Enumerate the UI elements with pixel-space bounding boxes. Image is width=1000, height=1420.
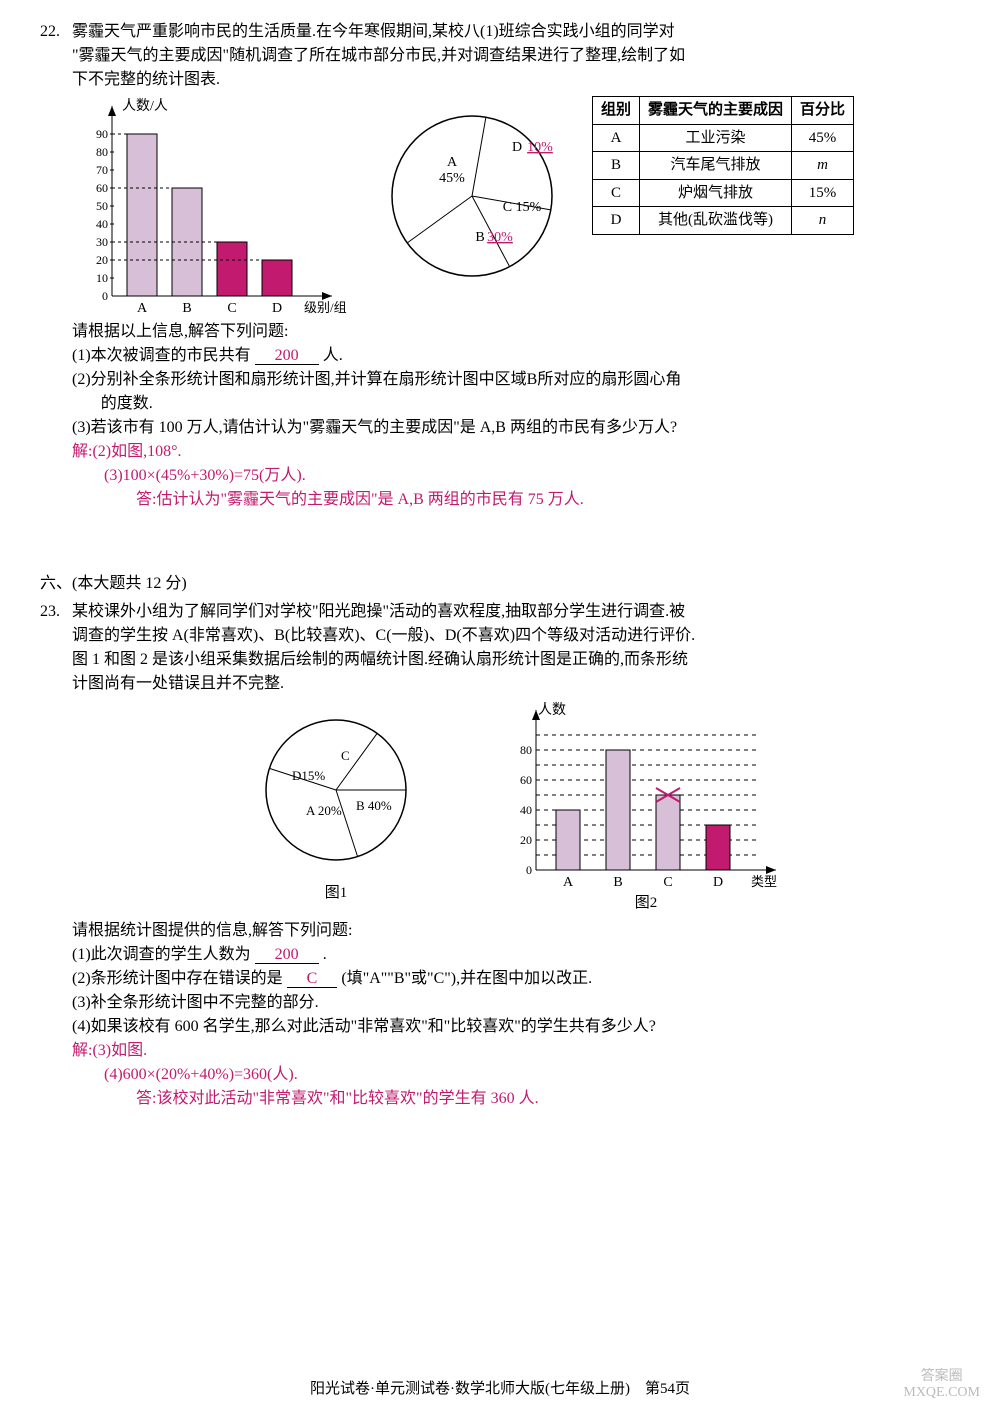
page-footer: 阳光试卷·单元测试卷·数学北师大版(七年级上册) 第54页 — [40, 1378, 960, 1401]
q22-line1: 雾霾天气严重影响市民的生活质量.在今年寒假期间,某校八(1)班综合实践小组的同学… — [72, 23, 675, 40]
svg-text:90: 90 — [96, 127, 108, 141]
svg-text:人数: 人数 — [538, 702, 566, 718]
svg-text:80: 80 — [520, 743, 532, 757]
svg-text:20: 20 — [520, 833, 532, 847]
svg-text:30: 30 — [96, 235, 108, 249]
section6-title: 六、(本大题共 12 分) — [40, 572, 960, 596]
svg-text:20: 20 — [96, 253, 108, 267]
svg-text:B: B — [613, 875, 622, 890]
svg-text:A 20%: A 20% — [306, 803, 342, 818]
svg-text:0: 0 — [526, 863, 532, 877]
q22-number: 22. — [40, 20, 60, 44]
svg-text:A: A — [137, 301, 148, 316]
svg-text:30%: 30% — [487, 230, 513, 245]
pie-caption: 图1 — [236, 882, 436, 905]
svg-text:45%: 45% — [439, 171, 465, 186]
watermark: 答案圈 MXQE.COM — [903, 1369, 980, 1400]
q22-figures-row: 人数/人 0 10 20 30 40 50 60 70 80 90 A B C — [72, 96, 960, 316]
q23-solution1: 解:(3)如图. — [72, 1039, 960, 1063]
q22-line3: 下不完整的统计图表. — [72, 71, 220, 88]
q22-intro: 请根据以上信息,解答下列问题: — [72, 320, 960, 344]
q22-table: 组别 雾霾天气的主要成因 百分比 A工业污染45% B汽车尾气排放m C炉烟气排… — [592, 96, 854, 235]
q23-solution2: (4)600×(20%+40%)=360(人). — [104, 1063, 960, 1087]
q23-bar-chart: 人数 0 20 40 60 80 — [496, 700, 796, 890]
q22-solution3: 答:估计认为"雾霾天气的主要成因"是 A,B 两组的市民有 75 万人. — [136, 488, 960, 512]
th-pct: 百分比 — [792, 97, 854, 125]
svg-text:60: 60 — [520, 773, 532, 787]
svg-text:级别/组: 级别/组 — [304, 300, 347, 315]
svg-text:10: 10 — [96, 271, 108, 285]
svg-text:60: 60 — [96, 181, 108, 195]
svg-text:类型: 类型 — [751, 874, 777, 889]
q22-bar-chart: 人数/人 0 10 20 30 40 50 60 70 80 90 A B C — [72, 96, 352, 316]
q23-ans2: C — [287, 970, 338, 988]
bar-ylabel: 人数/人 — [122, 98, 168, 114]
q22-ans1: 200 — [255, 347, 319, 365]
th-cause: 雾霾天气的主要成因 — [640, 97, 792, 125]
svg-text:D: D — [272, 301, 282, 316]
q23-ans1: 200 — [255, 946, 319, 964]
svg-text:B: B — [182, 301, 191, 316]
q22-solution1: 解:(2)如图,108°. — [72, 440, 960, 464]
q23-questions: 请根据统计图提供的信息,解答下列问题: (1)此次调查的学生人数为 200 . … — [72, 919, 960, 1111]
svg-text:B 40%: B 40% — [356, 798, 392, 813]
svg-text:D: D — [512, 140, 522, 155]
svg-text:C: C — [663, 875, 672, 890]
bar-caption: 图2 — [496, 892, 796, 915]
svg-text:0: 0 — [102, 289, 108, 303]
svg-text:A: A — [447, 155, 458, 170]
q22-questions: 请根据以上信息,解答下列问题: (1)本次被调查的市民共有 200 人. (2)… — [72, 320, 960, 512]
svg-text:C 15%: C 15% — [503, 200, 542, 215]
q22-pie-chart: A45% B 30% C 15% D 10% — [362, 96, 582, 296]
q23-number: 23. — [40, 600, 60, 624]
svg-text:40: 40 — [96, 217, 108, 231]
svg-text:40: 40 — [520, 803, 532, 817]
svg-text:10%: 10% — [527, 140, 553, 155]
q22-line2: "雾霾天气的主要成因"随机调查了所在城市部分市民,并对调查结果进行了整理,绘制了… — [72, 47, 685, 64]
q22-body: 雾霾天气严重影响市民的生活质量.在今年寒假期间,某校八(1)班综合实践小组的同学… — [72, 20, 960, 92]
q23-figures-row: C D15% B 40% A 20% 图1 人数 0 20 40 60 80 — [72, 700, 960, 915]
svg-text:80: 80 — [96, 145, 108, 159]
q23-solution3: 答:该校对此活动"非常喜欢"和"比较喜欢"的学生有 360 人. — [136, 1087, 960, 1111]
svg-text:B: B — [475, 230, 484, 245]
th-group: 组别 — [593, 97, 640, 125]
svg-text:A: A — [563, 875, 574, 890]
q23-body: 某校课外小组为了解同学们对学校"阳光跑操"活动的喜欢程度,抽取部分学生进行调查.… — [72, 600, 960, 696]
q22-solution2: (3)100×(45%+30%)=75(万人). — [104, 464, 960, 488]
svg-text:C: C — [341, 748, 350, 763]
svg-text:50: 50 — [96, 199, 108, 213]
svg-text:C: C — [227, 301, 236, 316]
q23-pie-chart: C D15% B 40% A 20% — [236, 700, 436, 880]
svg-text:D: D — [713, 875, 723, 890]
svg-text:D15%: D15% — [292, 768, 325, 783]
svg-text:70: 70 — [96, 163, 108, 177]
